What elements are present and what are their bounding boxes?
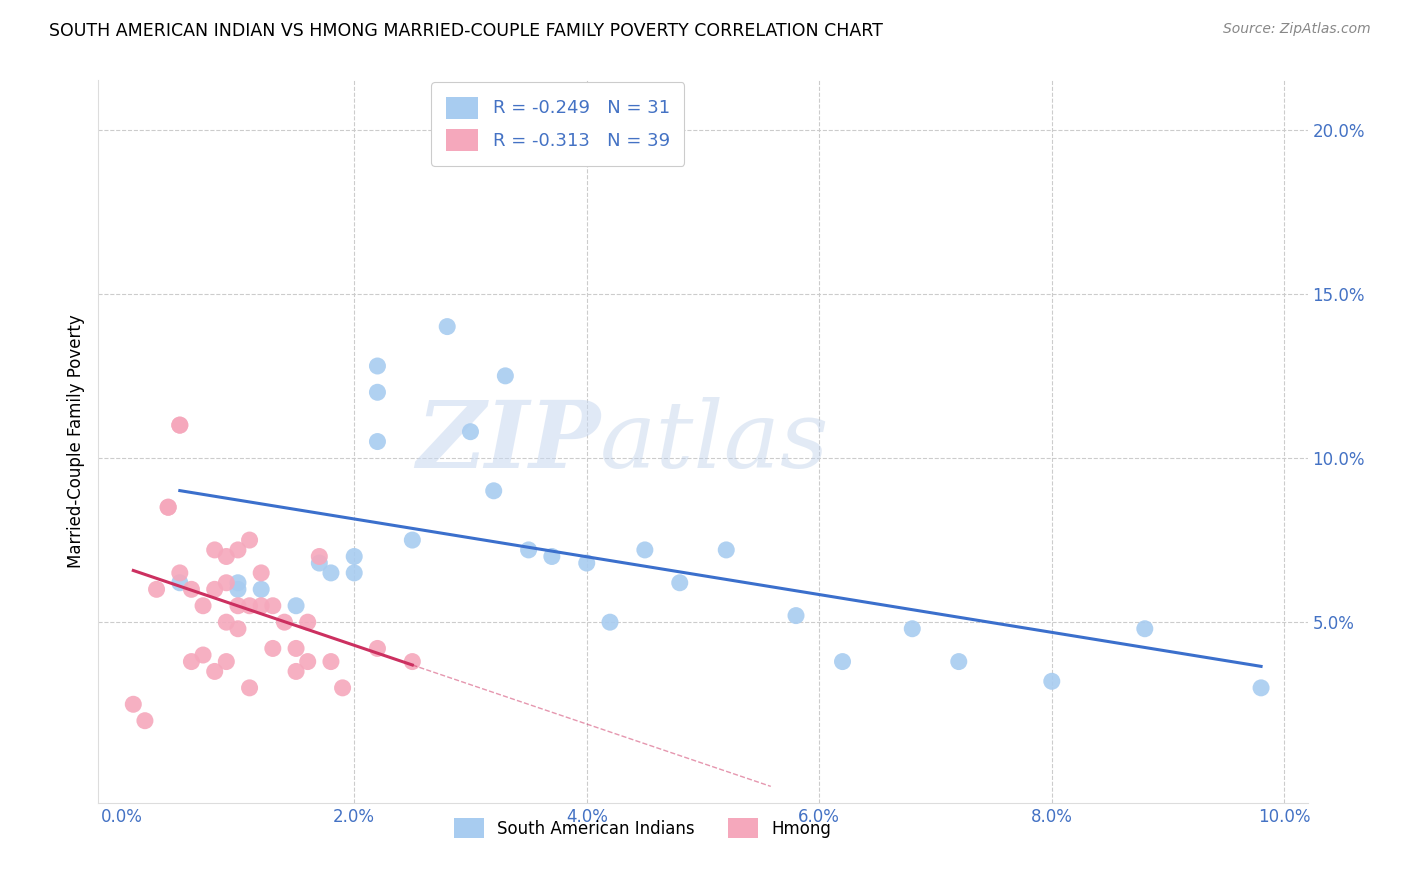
- Point: [226, 599, 249, 613]
- Point: [297, 655, 319, 669]
- Point: [1133, 622, 1156, 636]
- Point: [517, 542, 540, 557]
- Point: [226, 582, 249, 597]
- Point: [145, 582, 167, 597]
- Point: [122, 698, 145, 712]
- Point: [308, 556, 330, 570]
- Point: [831, 655, 853, 669]
- Point: [180, 655, 202, 669]
- Point: [226, 622, 249, 636]
- Point: [215, 549, 238, 564]
- Point: [215, 575, 238, 590]
- Point: [785, 608, 807, 623]
- Point: [157, 500, 180, 515]
- Point: [540, 549, 562, 564]
- Point: [250, 566, 273, 580]
- Point: [250, 599, 273, 613]
- Point: [668, 575, 690, 590]
- Point: [575, 556, 598, 570]
- Point: [239, 533, 262, 547]
- Point: [239, 681, 262, 695]
- Point: [226, 575, 249, 590]
- Point: [191, 648, 214, 662]
- Point: [366, 385, 388, 400]
- Point: [319, 655, 342, 669]
- Point: [273, 615, 295, 630]
- Point: [319, 566, 342, 580]
- Point: [494, 368, 516, 383]
- Point: [285, 665, 308, 679]
- Point: [157, 500, 180, 515]
- Point: [297, 615, 319, 630]
- Point: [332, 681, 354, 695]
- Point: [948, 655, 970, 669]
- Point: [169, 418, 191, 433]
- Point: [285, 641, 308, 656]
- Point: [401, 533, 423, 547]
- Point: [239, 599, 262, 613]
- Point: [482, 483, 505, 498]
- Y-axis label: Married-Couple Family Poverty: Married-Couple Family Poverty: [66, 315, 84, 568]
- Point: [226, 542, 249, 557]
- Point: [169, 418, 191, 433]
- Text: Source: ZipAtlas.com: Source: ZipAtlas.com: [1223, 22, 1371, 37]
- Point: [1250, 681, 1272, 695]
- Point: [599, 615, 621, 630]
- Point: [169, 566, 191, 580]
- Point: [180, 582, 202, 597]
- Text: atlas: atlas: [600, 397, 830, 486]
- Point: [366, 641, 388, 656]
- Point: [436, 319, 458, 334]
- Point: [1040, 674, 1063, 689]
- Point: [308, 549, 330, 564]
- Point: [460, 425, 482, 439]
- Point: [366, 434, 388, 449]
- Point: [901, 622, 924, 636]
- Point: [343, 549, 366, 564]
- Point: [204, 542, 226, 557]
- Point: [343, 566, 366, 580]
- Point: [204, 582, 226, 597]
- Text: ZIP: ZIP: [416, 397, 600, 486]
- Point: [204, 665, 226, 679]
- Point: [169, 575, 191, 590]
- Point: [634, 542, 657, 557]
- Point: [134, 714, 156, 728]
- Point: [215, 655, 238, 669]
- Point: [262, 641, 284, 656]
- Point: [215, 615, 238, 630]
- Point: [401, 655, 423, 669]
- Point: [716, 542, 738, 557]
- Text: SOUTH AMERICAN INDIAN VS HMONG MARRIED-COUPLE FAMILY POVERTY CORRELATION CHART: SOUTH AMERICAN INDIAN VS HMONG MARRIED-C…: [49, 22, 883, 40]
- Point: [250, 582, 273, 597]
- Point: [191, 599, 214, 613]
- Point: [366, 359, 388, 373]
- Legend: South American Indians, Hmong: South American Indians, Hmong: [447, 812, 838, 845]
- Point: [262, 599, 284, 613]
- Point: [285, 599, 308, 613]
